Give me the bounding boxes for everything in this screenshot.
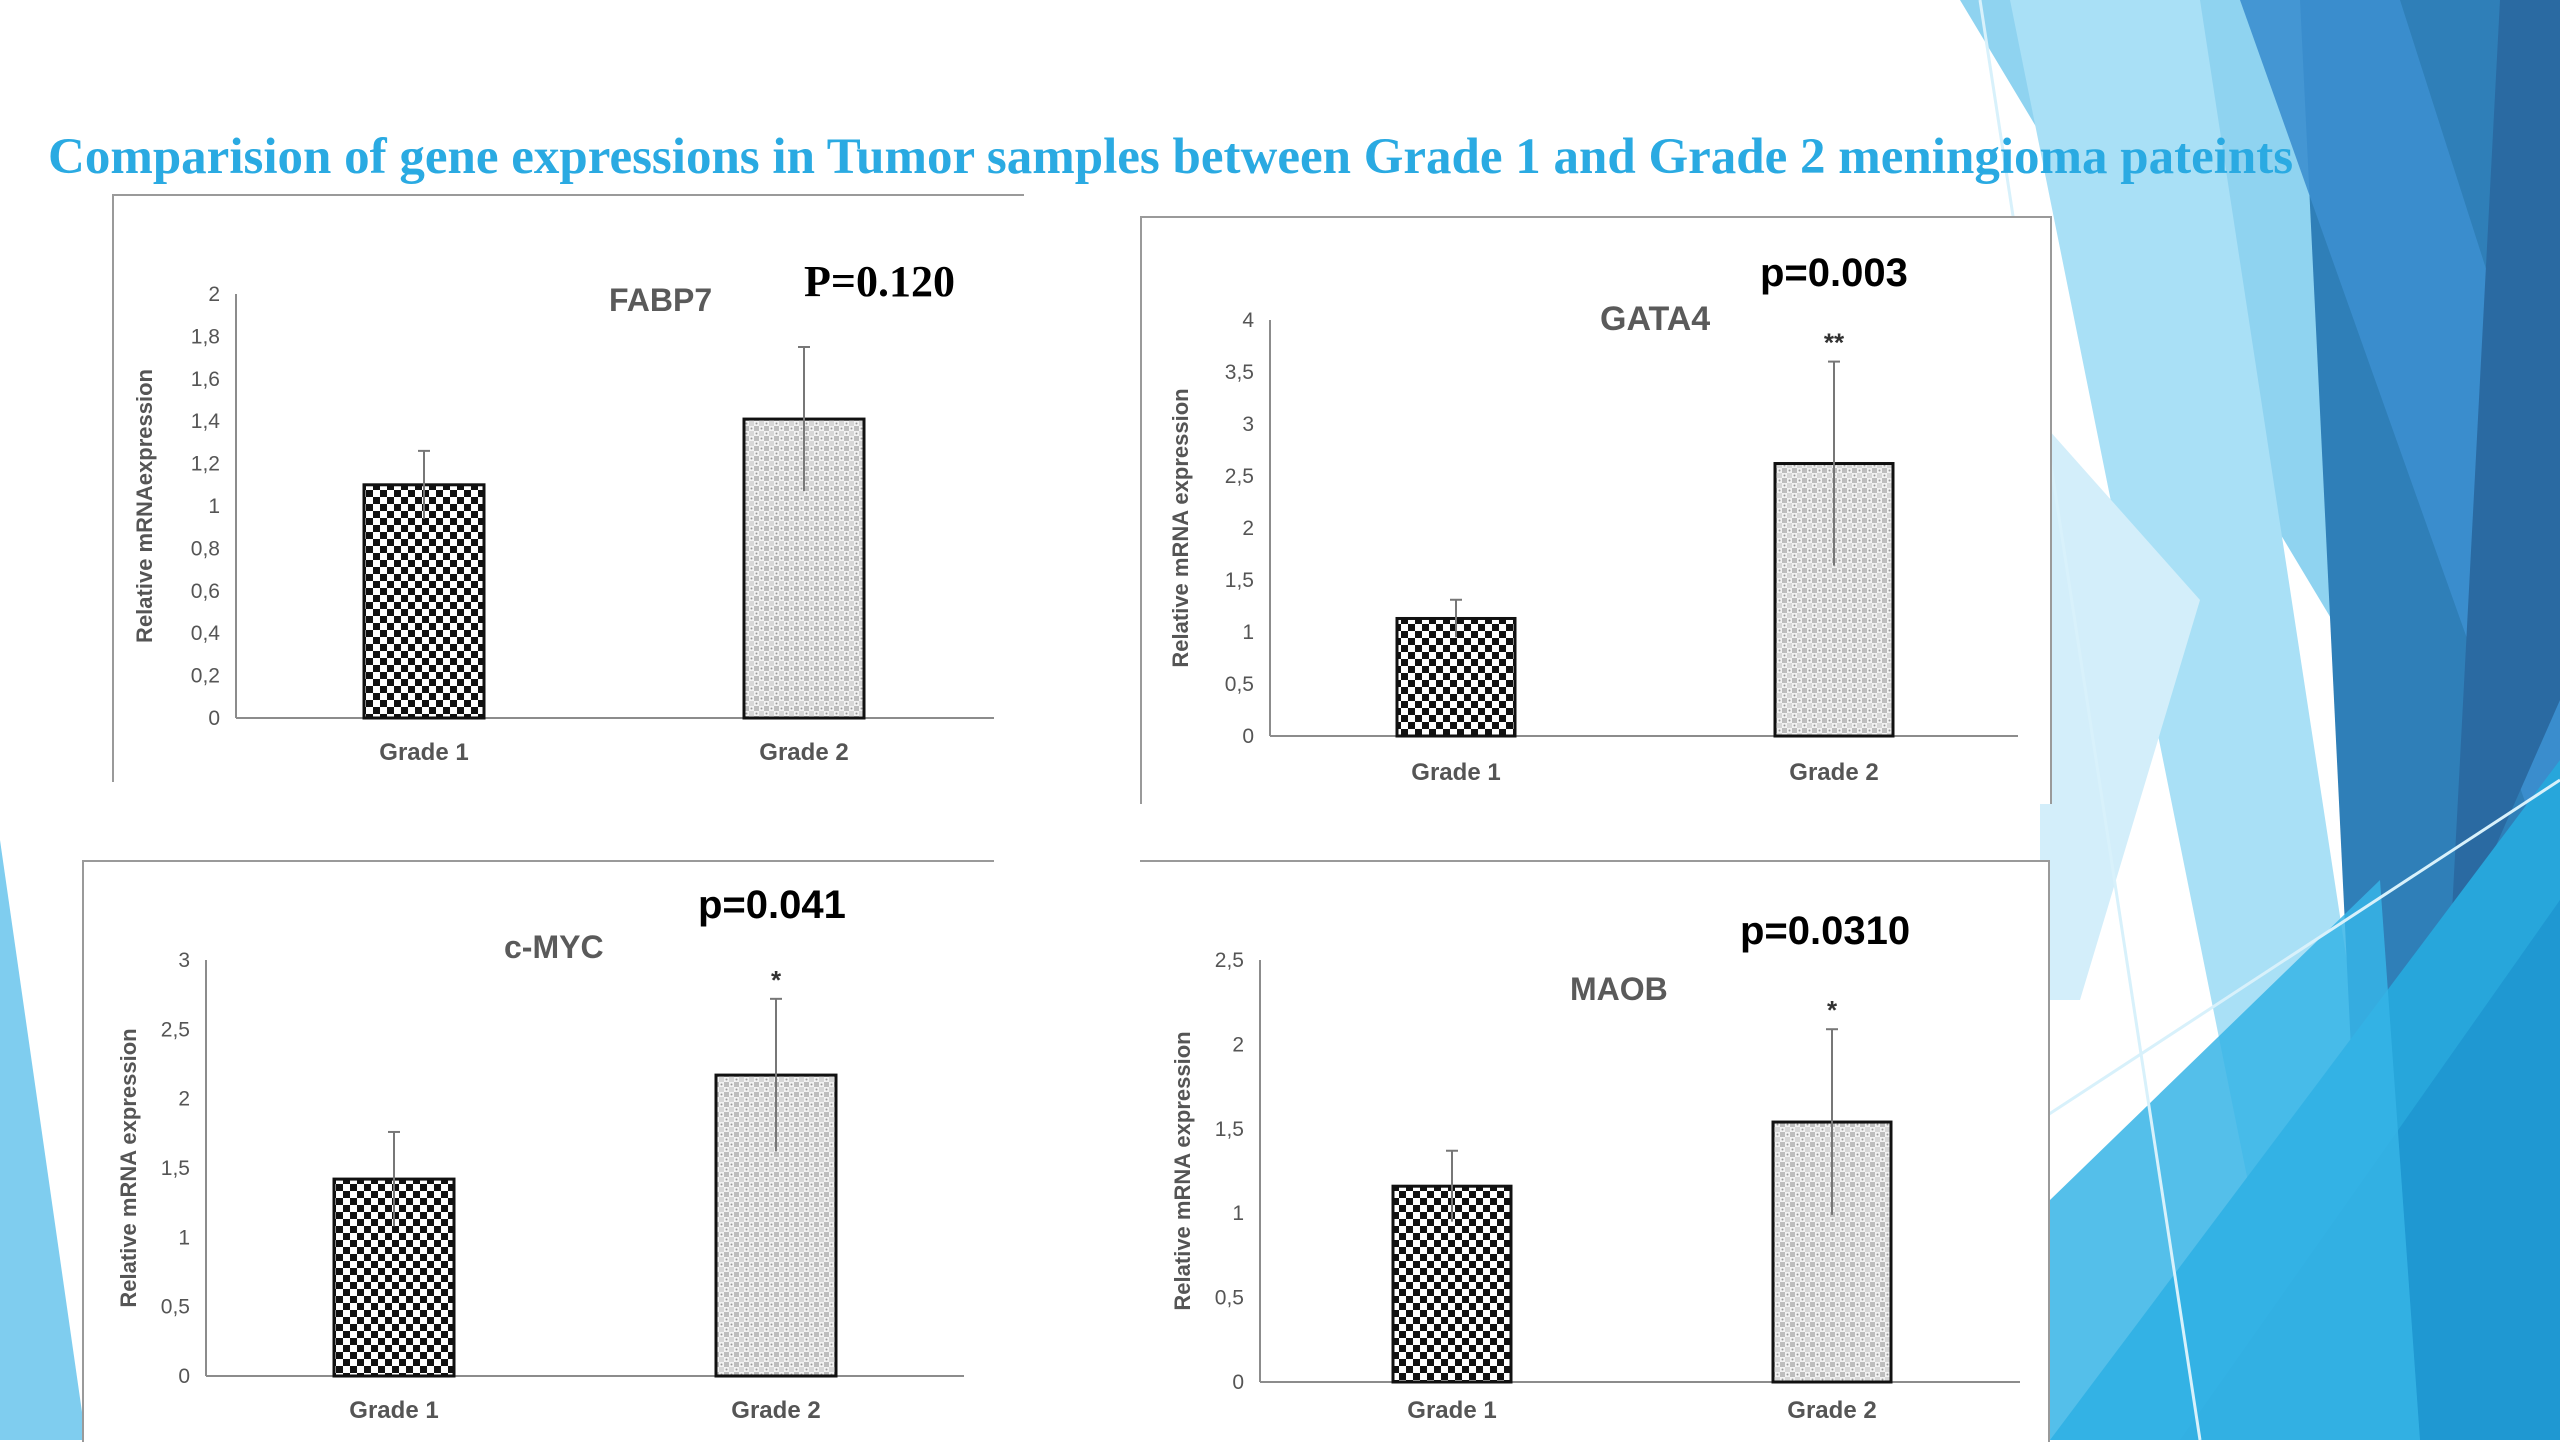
chart-c-myc: 0 0,5 1 1,5 2 2,5 3 Relative mRNA expression Gra… [116,883,964,1424]
y-tick-label: 2 [178,1088,190,1111]
chart-gata4: 0 0,5 1 1,5 2 2,5 3 3,5 4 Relative mRNA expressio… [1168,251,2018,786]
y-tick-label: 2,5 [1225,465,1254,488]
y-tick-label: 0 [1242,725,1254,748]
bar-grade-1 [1395,616,1517,738]
y-tick-label: 0 [178,1365,190,1388]
chart-title: c-MYC [504,929,604,965]
chart-title: FABP7 [609,282,712,318]
y-axis-label: Relative mRNA expression [1168,388,1193,667]
y-tick-label: 0,5 [1215,1287,1244,1310]
category-label: Grade 2 [759,739,848,766]
y-tick-label: 1 [1242,621,1254,644]
y-tick-label: 1 [178,1226,190,1249]
y-tick-label: 0,5 [161,1296,190,1319]
y-tick-label: 2 [1242,517,1254,540]
p-value-label: p=0.041 [698,883,846,927]
chart-panel-fabp7: 0 0,2 0,4 0,6 0,8 1 1,2 1,4 1,6 1,8 2 Relative mRNA… [112,194,1024,782]
y-tick-label: 2 [208,283,220,306]
bg-shape-left-sliver [0,840,86,1440]
y-tick-label: 2 [1232,1033,1244,1056]
chart-panel-c-myc: 0 0,5 1 1,5 2 2,5 3 Relative mRNA expression Gra… [82,860,994,1442]
y-tick-label: 0,6 [191,580,220,603]
bg-line-2 [2039,778,2560,1122]
y-tick-label: 1 [1232,1202,1244,1225]
y-tick-label: 0,5 [1225,673,1254,696]
category-label: Grade 1 [1411,759,1500,786]
chart-title: MAOB [1570,971,1668,1007]
chart-maob: 0 0,5 1 1,5 2 2,5 Relative mRNA expression Grad… [1170,909,2020,1424]
category-label: Grade 1 [1407,1397,1496,1424]
y-tick-label: 3 [178,949,190,972]
y-tick-label: 0 [208,707,220,730]
p-value-label: P=0.120 [804,257,955,306]
p-value-label: p=0.003 [1760,251,1908,295]
category-label: Grade 2 [1787,1397,1876,1424]
y-tick-label: 2,5 [1215,949,1244,972]
chart-fabp7: 0 0,2 0,4 0,6 0,8 1 1,2 1,4 1,6 1,8 2 Relative mRNA… [132,257,994,766]
y-tick-label: 1,5 [1215,1118,1244,1141]
category-label: Grade 1 [379,739,468,766]
y-tick-label: 1,5 [1225,569,1254,592]
slide-title: Comparision of gene expressions in Tumor… [48,129,2294,185]
chart-title: GATA4 [1600,300,1710,338]
chart-panel-gata4: 0 0,5 1 1,5 2 2,5 3 3,5 4 Relative mRNA expressio… [1140,216,2052,804]
y-tick-label: 2,5 [161,1018,190,1041]
y-tick-label: 3,5 [1225,361,1254,384]
y-tick-label: 0 [1232,1371,1244,1394]
category-label: Grade 2 [731,1397,820,1424]
y-tick-label: 1,6 [191,368,220,391]
p-value-label: p=0.0310 [1740,909,1910,953]
bar-grade-2 [742,417,866,720]
bar-grade-1 [362,483,486,720]
y-tick-label: 0,8 [191,537,220,560]
significance-marker: * [771,965,782,995]
bg-shape-navy [2450,0,2560,950]
significance-marker: * [1827,995,1838,1025]
y-tick-label: 0,2 [191,665,220,688]
category-label: Grade 2 [1789,759,1878,786]
y-axis-label: Relative mRNAexpression [132,369,157,643]
chart-panel-maob: 0 0,5 1 1,5 2 2,5 Relative mRNA expression Grad… [1140,860,2050,1442]
y-tick-label: 3 [1242,413,1254,436]
bg-shape-pale [2040,420,2200,1000]
y-axis-label: Relative mRNA expression [116,1028,141,1307]
y-tick-label: 1,8 [191,325,220,348]
category-label: Grade 1 [349,1397,438,1424]
bg-shape-cyan-mid [2050,880,2420,1440]
y-tick-label: 1,4 [191,410,221,433]
y-tick-label: 1,2 [191,453,220,476]
y-tick-label: 4 [1242,309,1254,332]
y-tick-label: 0,4 [191,622,221,645]
y-tick-label: 1 [208,495,220,518]
y-tick-label: 1,5 [161,1157,190,1180]
significance-marker: ** [1824,328,1845,358]
y-axis-label: Relative mRNA expression [1170,1031,1195,1310]
